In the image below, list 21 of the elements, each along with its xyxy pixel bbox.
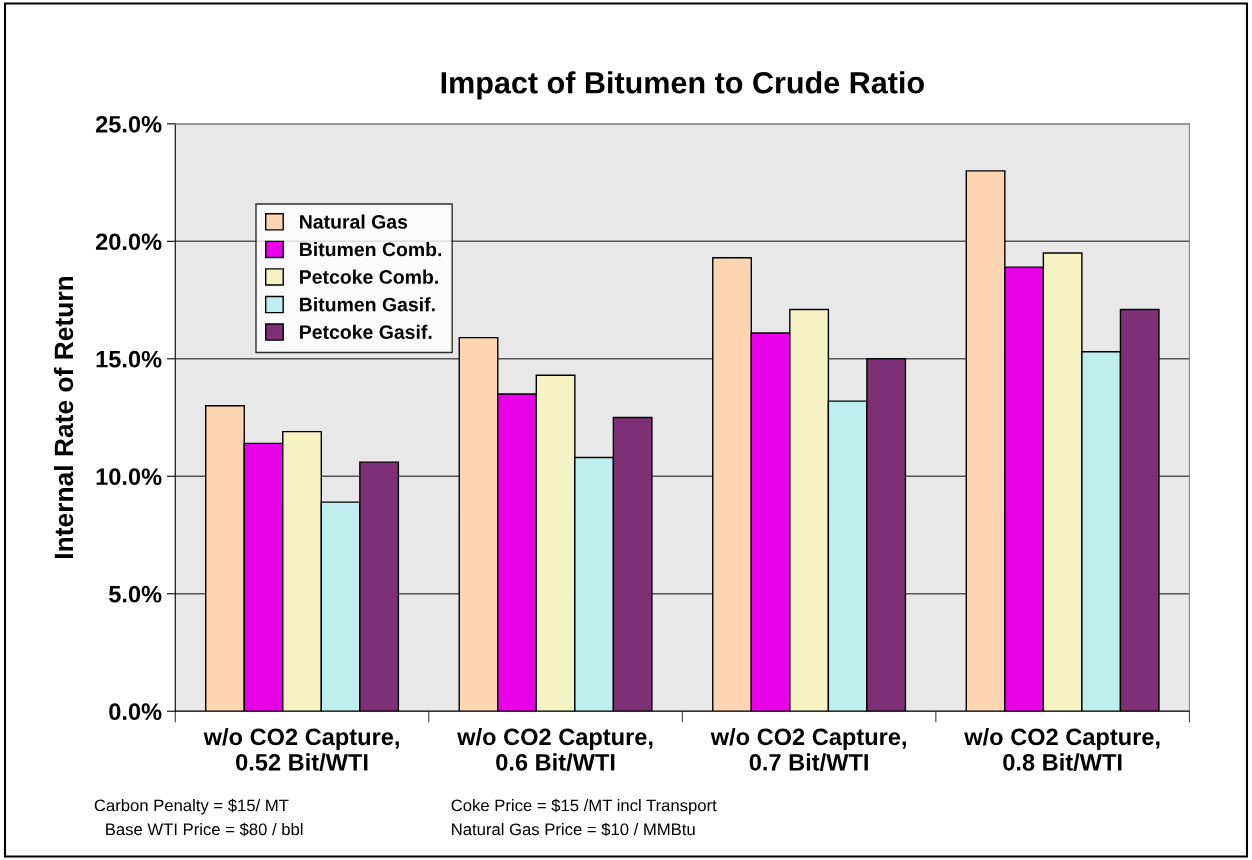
legend-label: Bitumen Comb.: [300, 242, 442, 257]
text: Natural Gas Price = $10 / MMBtu: [452, 822, 695, 837]
text: Coke Price = $15 /MT incl Transport: [451, 798, 717, 815]
y-tick-label: 15.0%: [96, 350, 162, 368]
y-axis-title: Internal Rate of Return: [53, 276, 74, 558]
y-tick-label: 0.0%: [109, 703, 162, 721]
legend-label: Petcoke Comb.: [300, 269, 438, 284]
legend-label: Natural Gas: [300, 214, 408, 229]
x-tick-label: w/o CO2 Capture, 0.6 Bit/WTI: [457, 727, 653, 771]
x-tick-label: w/o CO2 Capture, 0.8 Bit/WTI: [964, 727, 1160, 771]
y-tick-label: 10.0%: [96, 468, 162, 486]
y-tick-label: 25.0%: [95, 115, 162, 133]
y-tick-label: 5.0%: [109, 585, 162, 603]
text: Carbon Penalty = $15/ MT: [94, 798, 289, 815]
legend-label: Bitumen Gasif.: [300, 297, 435, 312]
text: Base WTI Price = $80 / bbl: [106, 822, 303, 837]
y-tick-label: 20.0%: [95, 233, 162, 251]
x-tick-label: w/o CO2 Capture, 0.52 Bit/WTI: [203, 727, 399, 771]
x-tick-label: w/o CO2 Capture, 0.7 Bit/WTI: [710, 727, 906, 771]
legend-label: Petcoke Gasif.: [300, 324, 432, 339]
chart-title: Impact of Bitumen to Crude Ratio: [441, 71, 924, 100]
